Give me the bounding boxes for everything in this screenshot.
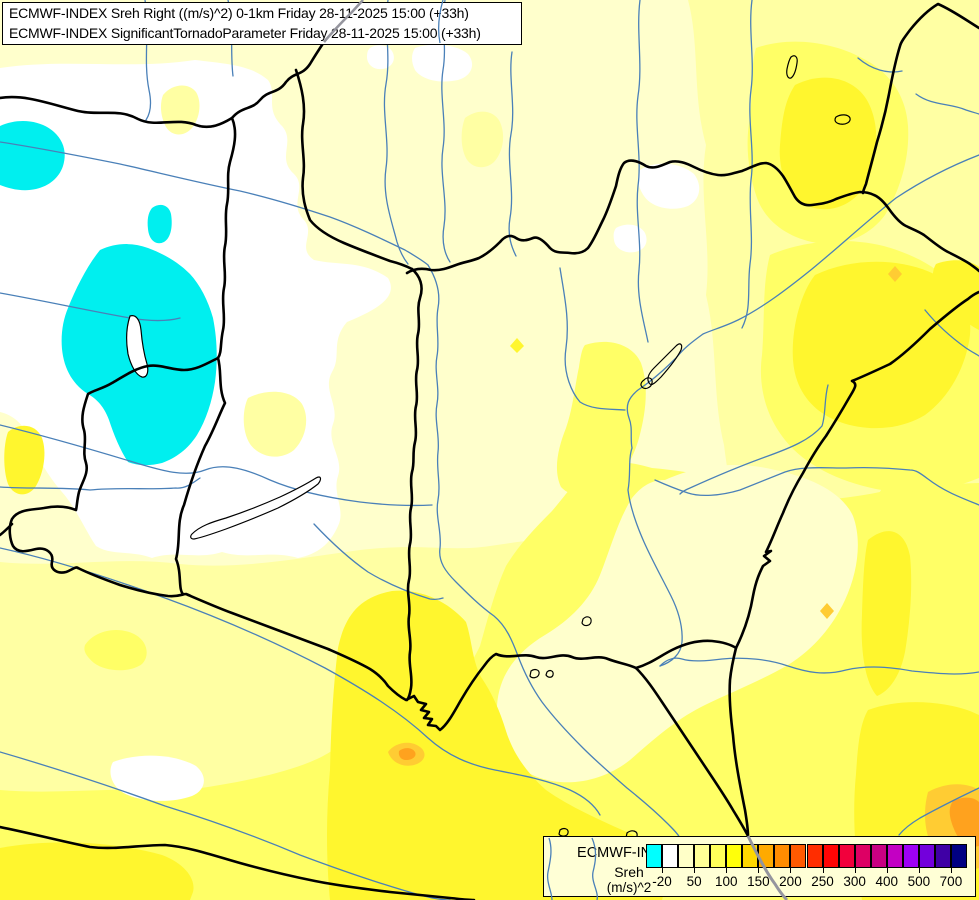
legend-tick (822, 868, 824, 873)
border-hu-hr-rs (76, 566, 638, 732)
river-sio (313, 523, 444, 601)
legend-color-cell (646, 844, 662, 868)
river-raba (0, 424, 433, 507)
river-maros (659, 657, 979, 675)
border-slovenia-knot (8, 356, 220, 574)
legend-color-cell (662, 844, 679, 868)
legend-tick-label: 700 (939, 874, 963, 889)
legend-tick (758, 868, 760, 873)
title-line-1: ECMWF-INDEX Sreh Right ((m/s)^2) 0-1km F… (9, 5, 469, 21)
legend-color-cell (886, 844, 903, 868)
legend-units: (m/s)^2 (606, 880, 652, 895)
border-at-sk (294, 68, 414, 271)
border-at-hu (216, 116, 237, 360)
river-danube-upper (0, 141, 429, 266)
legend-tick (662, 868, 664, 873)
legend-color-cell (678, 844, 695, 868)
title-line-2: ECMWF-INDEX SignificantTornadoParameter … (9, 25, 481, 41)
river-drava (0, 547, 601, 816)
legend-tick-label: 300 (843, 874, 866, 889)
legend-tick-label: 400 (875, 874, 899, 889)
legend-color-cell (710, 844, 727, 868)
legend-tick (950, 868, 952, 873)
legend-color-cell (742, 844, 759, 868)
lake-neusiedl (126, 315, 149, 378)
legend-color-cell (870, 844, 887, 868)
legend-color-cell (694, 844, 711, 868)
river-danube-south (427, 264, 681, 839)
legend-tick (694, 868, 696, 873)
legend-color-cell (838, 844, 855, 868)
legend-tick-label: 100 (714, 874, 738, 889)
border-rs-ro (634, 666, 750, 838)
legend-tick (886, 868, 888, 873)
legend-color-cell (950, 844, 967, 868)
legend-tick-label: 500 (907, 874, 931, 889)
river-tisza (626, 154, 979, 667)
legend-color-cell (918, 844, 935, 868)
title-box: ECMWF-INDEX Sreh Right ((m/s)^2) 0-1km F… (2, 2, 522, 45)
legend-tick (918, 868, 920, 873)
legend-tick-label: 50 (686, 874, 702, 889)
legend-parameter: Sreh (614, 864, 644, 880)
legend-tick (854, 868, 856, 873)
border-hu-slo (174, 356, 227, 596)
legend-color-cell (790, 844, 807, 868)
river-vah (383, 0, 409, 265)
legend-color-cell (806, 844, 823, 868)
border-hu-ro-south (634, 639, 738, 670)
border-danube-line (405, 267, 423, 702)
border-ua (861, 2, 979, 195)
river-koros (654, 466, 979, 506)
legend: ECMWF-INDEX Sreh (m/s)^2 -20 50 100 150 200 2… (543, 836, 976, 897)
border-ro-east (728, 290, 979, 838)
legend-color-cell (774, 844, 791, 868)
legend-color-cell (902, 844, 919, 868)
border-cz-sk (230, 40, 326, 120)
border-bottom (0, 825, 476, 900)
lake-balaton (190, 476, 322, 540)
legend-tick-label: -20 (652, 874, 672, 889)
legend-tick-label: 250 (811, 874, 834, 889)
lake-tisza (647, 343, 683, 386)
legend-tick (726, 868, 728, 873)
legend-color-cell (822, 844, 839, 868)
border-northwest (0, 95, 234, 129)
legend-color-cell (726, 844, 743, 868)
border-hu-sk (405, 159, 979, 275)
legend-color-cell (854, 844, 871, 868)
legend-tick (790, 868, 792, 873)
legend-color-cell (758, 844, 775, 868)
legend-color-cell (934, 844, 951, 868)
